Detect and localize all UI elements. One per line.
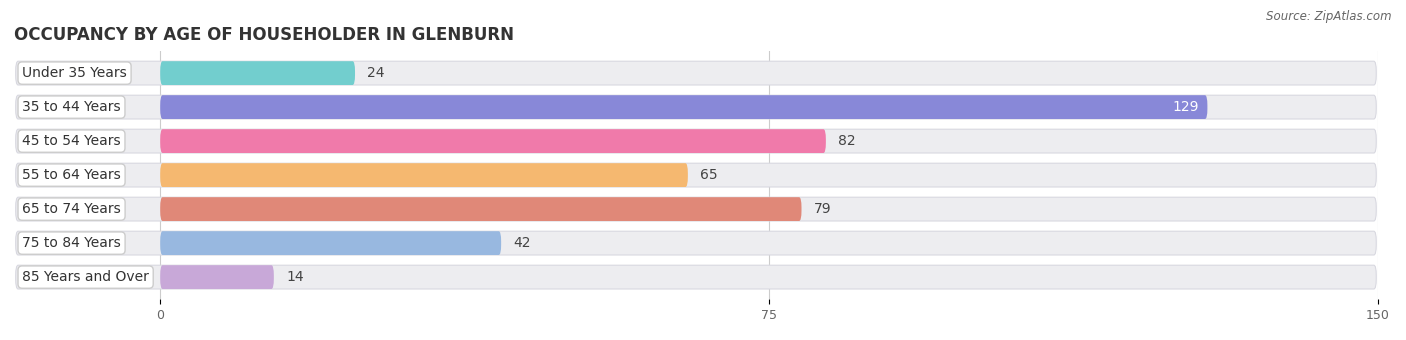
- FancyBboxPatch shape: [15, 61, 1376, 85]
- Text: 42: 42: [513, 236, 531, 250]
- Text: 75 to 84 Years: 75 to 84 Years: [22, 236, 121, 250]
- Text: 35 to 44 Years: 35 to 44 Years: [22, 100, 121, 114]
- Text: 65 to 74 Years: 65 to 74 Years: [22, 202, 121, 216]
- Text: Under 35 Years: Under 35 Years: [22, 66, 127, 80]
- Text: 45 to 54 Years: 45 to 54 Years: [22, 134, 121, 148]
- FancyBboxPatch shape: [15, 129, 1376, 153]
- Text: 14: 14: [285, 270, 304, 284]
- Text: 82: 82: [838, 134, 856, 148]
- Text: OCCUPANCY BY AGE OF HOUSEHOLDER IN GLENBURN: OCCUPANCY BY AGE OF HOUSEHOLDER IN GLENB…: [14, 26, 515, 44]
- FancyBboxPatch shape: [15, 197, 1376, 221]
- Text: Source: ZipAtlas.com: Source: ZipAtlas.com: [1267, 10, 1392, 23]
- FancyBboxPatch shape: [160, 95, 1208, 119]
- FancyBboxPatch shape: [15, 163, 1376, 187]
- FancyBboxPatch shape: [160, 265, 274, 289]
- Text: 79: 79: [814, 202, 831, 216]
- FancyBboxPatch shape: [15, 231, 1376, 255]
- Text: 24: 24: [367, 66, 385, 80]
- FancyBboxPatch shape: [160, 61, 354, 85]
- FancyBboxPatch shape: [15, 265, 1376, 289]
- FancyBboxPatch shape: [160, 197, 801, 221]
- FancyBboxPatch shape: [15, 95, 1376, 119]
- FancyBboxPatch shape: [160, 129, 825, 153]
- FancyBboxPatch shape: [160, 163, 688, 187]
- Text: 55 to 64 Years: 55 to 64 Years: [22, 168, 121, 182]
- FancyBboxPatch shape: [160, 231, 501, 255]
- Text: 85 Years and Over: 85 Years and Over: [22, 270, 149, 284]
- Text: 129: 129: [1173, 100, 1199, 114]
- Text: 65: 65: [700, 168, 717, 182]
